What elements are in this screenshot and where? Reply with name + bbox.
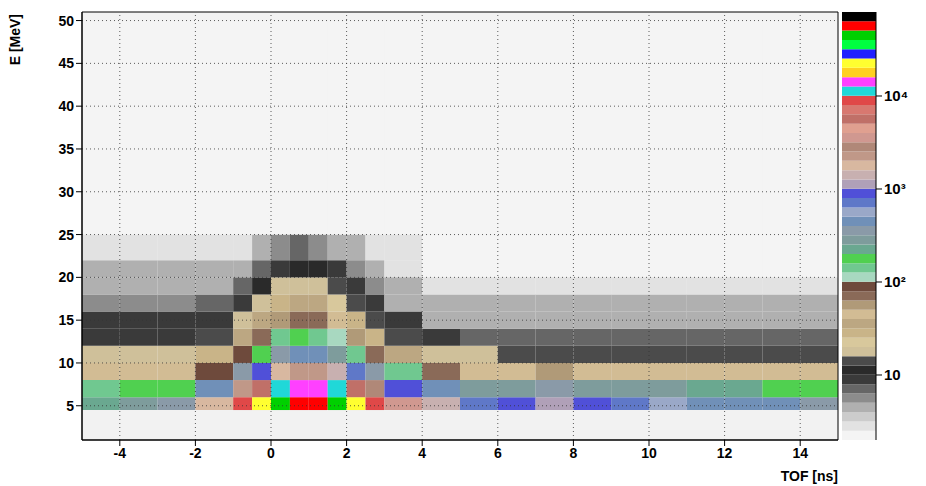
svg-text:10: 10	[58, 355, 74, 371]
svg-text:TOF [ns]: TOF [ns]	[781, 468, 838, 484]
svg-text:25: 25	[58, 227, 74, 243]
svg-text:E [MeV]: E [MeV]	[7, 14, 23, 65]
svg-text:2: 2	[343, 445, 351, 461]
svg-text:20: 20	[58, 269, 74, 285]
svg-text:10: 10	[641, 445, 657, 461]
svg-text:6: 6	[494, 445, 502, 461]
svg-text:0: 0	[267, 445, 275, 461]
svg-text:-4: -4	[114, 445, 127, 461]
svg-text:10²: 10²	[884, 273, 906, 290]
svg-text:30: 30	[58, 184, 74, 200]
svg-text:10⁴: 10⁴	[884, 87, 908, 104]
svg-text:5: 5	[66, 398, 74, 414]
svg-text:50: 50	[58, 13, 74, 29]
svg-text:15: 15	[58, 312, 74, 328]
svg-text:8: 8	[570, 445, 578, 461]
svg-text:12: 12	[717, 445, 733, 461]
svg-text:40: 40	[58, 98, 74, 114]
svg-text:14: 14	[792, 445, 808, 461]
svg-text:4: 4	[418, 445, 426, 461]
svg-text:35: 35	[58, 141, 74, 157]
svg-text:10³: 10³	[884, 180, 906, 197]
svg-text:10: 10	[884, 366, 901, 383]
svg-text:45: 45	[58, 55, 74, 71]
svg-text:-2: -2	[189, 445, 202, 461]
